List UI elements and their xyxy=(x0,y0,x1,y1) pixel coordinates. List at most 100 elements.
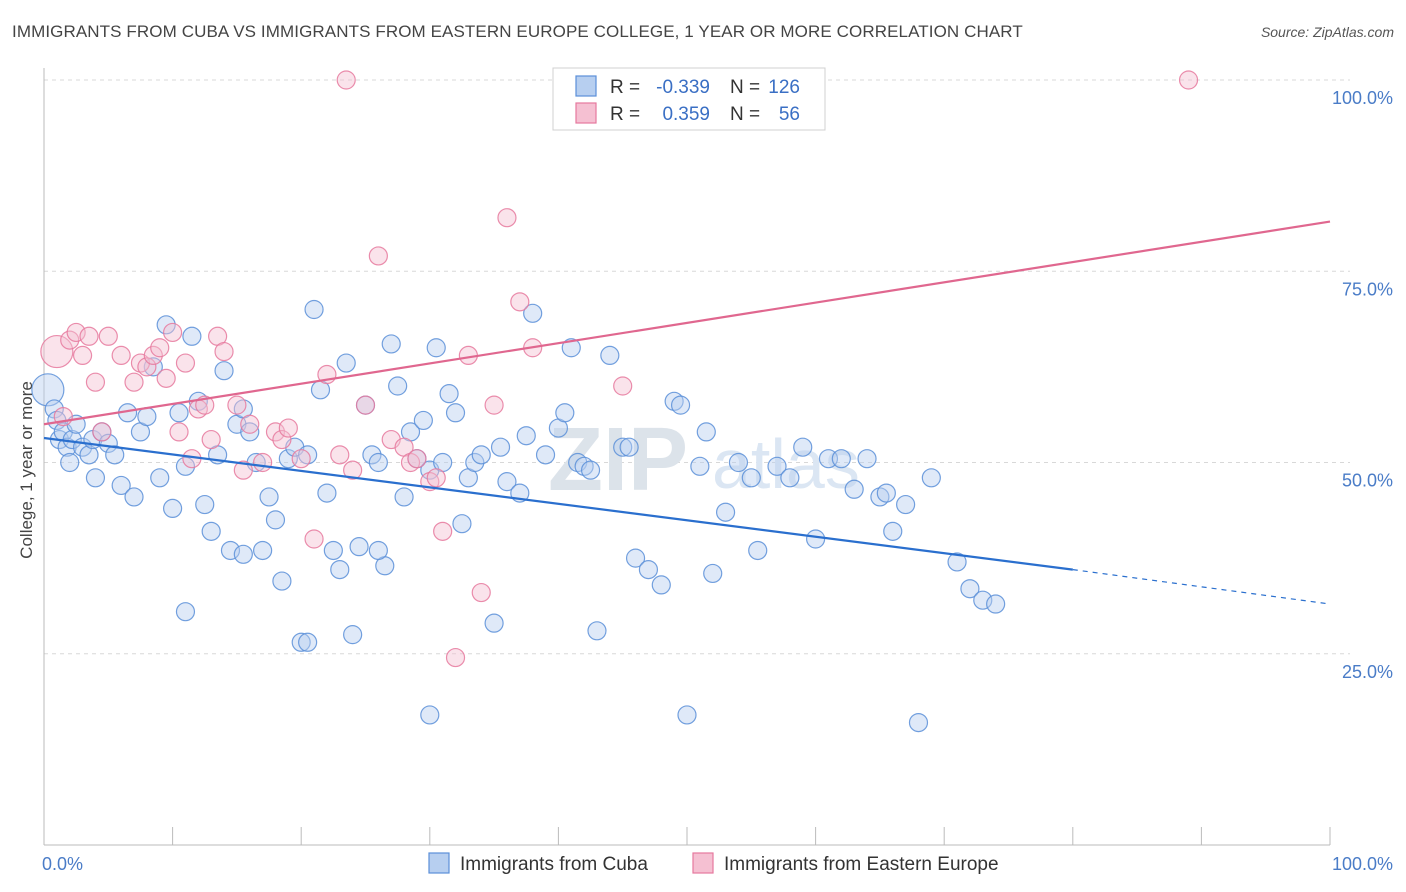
eeurope-point-22 xyxy=(201,429,221,450)
cuba-point-78 xyxy=(523,303,543,323)
cuba-point-23 xyxy=(156,315,176,335)
cuba-point-58 xyxy=(381,334,401,354)
cuba-point-91 xyxy=(638,559,659,580)
cuba-point-81 xyxy=(555,403,575,423)
eeurope-point-29 xyxy=(265,422,286,442)
eeurope-point-3 xyxy=(66,322,86,343)
series-eeurope-points xyxy=(40,70,1199,668)
cuba-point-49 xyxy=(323,540,343,561)
series-legend-swatch-cuba xyxy=(428,852,450,874)
cuba-point-15 xyxy=(105,445,125,465)
cuba-point-98 xyxy=(703,563,723,584)
trend-line-eeurope xyxy=(43,220,1331,426)
cuba-point-88 xyxy=(613,437,633,457)
cuba-point-69 xyxy=(452,514,472,534)
eeurope-point-35 xyxy=(330,445,350,465)
stats-legend-frame xyxy=(552,67,826,131)
cuba-point-65 xyxy=(426,338,446,358)
eeurope-point-27 xyxy=(240,414,260,434)
eeurope-point-15 xyxy=(156,368,176,388)
y-tick-label-2: 75.0% xyxy=(1342,279,1393,299)
series-legend-label-eeurope: Immigrants from Eastern Europe xyxy=(724,854,999,875)
eeurope-point-25 xyxy=(227,395,247,415)
cuba-point-27 xyxy=(182,326,202,346)
cuba-point-33 xyxy=(220,540,241,561)
eeurope-point-16 xyxy=(163,322,183,343)
cuba-point-74 xyxy=(490,437,511,457)
legend-r-value-eeurope: 0.359 xyxy=(662,104,710,125)
cuba-point-87 xyxy=(600,345,620,365)
legend-swatch-cuba xyxy=(575,75,597,97)
eeurope-point-24 xyxy=(214,341,234,362)
cuba-point-30 xyxy=(201,521,221,541)
cuba-point-104 xyxy=(780,468,800,488)
y-tick-label-3: 100.0% xyxy=(1332,88,1393,108)
cuba-point-22 xyxy=(150,468,170,488)
cuba-point-72 xyxy=(471,445,491,465)
cuba-point-90 xyxy=(625,548,646,568)
stats-legend: R = -0.339 N = 126 R = 0.359 N = 56 xyxy=(552,67,826,131)
cuba-point-89 xyxy=(619,437,639,457)
cuba-point-39 xyxy=(259,487,279,507)
legend-r-value-cuba: -0.339 xyxy=(656,77,710,98)
cuba-point-18 xyxy=(124,487,144,507)
legend-n-value-cuba: 126 xyxy=(768,77,800,98)
cuba-point-24 xyxy=(163,498,183,518)
eeurope-point-50 xyxy=(484,395,504,415)
cuba-point-116 xyxy=(921,468,941,488)
cuba-point-112 xyxy=(876,483,896,503)
eeurope-point-38 xyxy=(355,395,376,415)
cuba-point-21 xyxy=(143,357,163,377)
source-label: Source: ZipAtlas.com xyxy=(1260,24,1394,40)
eeurope-point-17 xyxy=(169,422,189,442)
series-legend-swatch-eeurope xyxy=(692,852,714,874)
legend-r-label-cuba: R = xyxy=(610,77,640,98)
eeurope-point-7 xyxy=(92,422,112,442)
cuba-point-99 xyxy=(715,502,736,522)
cuba-point-115 xyxy=(908,712,929,733)
eeurope-point-47 xyxy=(445,647,466,668)
cuba-point-0 xyxy=(31,373,65,407)
cuba-point-12 xyxy=(85,468,106,488)
cuba-point-82 xyxy=(561,338,581,358)
eeurope-point-37 xyxy=(343,460,363,480)
eeurope-point-12 xyxy=(137,357,157,377)
cuba-point-108 xyxy=(831,449,851,469)
cuba-point-60 xyxy=(394,487,414,507)
cuba-point-100 xyxy=(728,452,749,473)
series-legend: Immigrants from Cuba Immigrants from Eas… xyxy=(428,852,999,875)
eeurope-point-8 xyxy=(98,326,118,346)
cuba-point-94 xyxy=(670,395,691,415)
axes xyxy=(43,68,1331,846)
cuba-point-96 xyxy=(690,456,710,476)
x-tick-label-0: 0.0% xyxy=(42,854,83,874)
cuba-point-73 xyxy=(484,613,504,633)
cuba-point-16 xyxy=(111,475,131,496)
cuba-point-48 xyxy=(317,483,337,503)
cuba-point-20 xyxy=(137,407,157,427)
cuba-point-6 xyxy=(60,452,80,473)
cuba-point-117 xyxy=(947,552,967,572)
cuba-point-105 xyxy=(793,437,813,457)
cuba-point-85 xyxy=(580,460,601,480)
watermark: ZIP atlas xyxy=(548,410,860,510)
cuba-point-121 xyxy=(420,705,440,725)
eeurope-point-30 xyxy=(272,429,292,450)
cuba-point-103 xyxy=(767,456,787,476)
eeurope-point-4 xyxy=(72,345,93,365)
cuba-point-97 xyxy=(696,422,716,442)
cuba-point-71 xyxy=(465,452,485,473)
watermark-zip: ZIP xyxy=(548,410,688,510)
cuba-point-50 xyxy=(330,559,350,580)
cuba-point-55 xyxy=(362,445,382,465)
eeurope-point-28 xyxy=(253,452,273,473)
cuba-point-118 xyxy=(960,579,980,599)
cuba-point-109 xyxy=(844,479,864,499)
eeurope-point-33 xyxy=(304,529,324,549)
cuba-point-40 xyxy=(265,510,286,530)
eeurope-point-14 xyxy=(150,338,170,358)
trend-lines xyxy=(43,220,1331,605)
eeurope-point-39 xyxy=(368,246,388,266)
cuba-point-38 xyxy=(253,540,273,561)
